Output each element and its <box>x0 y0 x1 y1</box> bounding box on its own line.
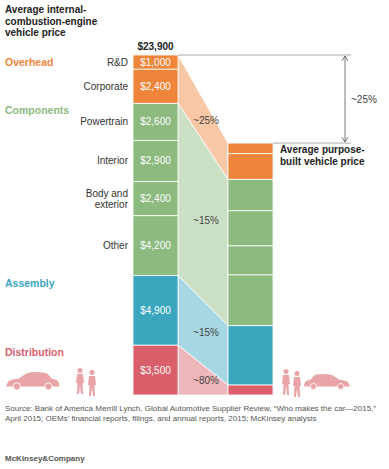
segment-label-line: R&D <box>107 57 128 68</box>
segment-label-line: exterior <box>95 199 129 210</box>
category-label-line: Average purpose- <box>280 144 365 155</box>
segment-label-line: Powertrain <box>80 116 128 127</box>
segment-label-line: Interior <box>97 155 129 166</box>
bar-segment <box>228 154 273 180</box>
segment-label: Corporate <box>84 81 129 92</box>
segment-label: R&D <box>107 57 128 68</box>
bar-segment <box>228 246 273 275</box>
person-body <box>76 374 84 394</box>
chart: $1,000 $2,400 $2,600 $2,900 $2,400 $4,200 $4,9… <box>0 0 389 469</box>
bar-segment <box>228 385 273 395</box>
person-icon <box>76 368 84 394</box>
change-label: ~15% <box>193 215 219 226</box>
bar-segment <box>133 345 178 395</box>
bar-segment <box>133 69 178 103</box>
car-wheel <box>338 383 344 389</box>
source-note: Source: Bank of America Merrill Lynch, G… <box>5 404 376 423</box>
segment-label-line: Corporate <box>84 81 129 92</box>
bar-segment <box>228 326 273 385</box>
person-body <box>293 377 301 397</box>
car-icon <box>6 372 59 390</box>
person-head <box>78 368 83 373</box>
value-label: $2,400 <box>140 193 171 204</box>
total-change-label: ~25% <box>351 94 377 105</box>
person-icon <box>88 370 96 396</box>
person-head <box>295 371 300 376</box>
bar-segment <box>228 179 273 210</box>
bar-segment <box>133 140 178 181</box>
bar-segment <box>133 103 178 140</box>
value-label: $2,900 <box>140 155 171 166</box>
person-body <box>282 375 290 395</box>
category-label: Average internal-combustion-enginevehicl… <box>5 4 98 38</box>
value-label: $1,000 <box>140 57 171 68</box>
person-head <box>90 370 95 375</box>
segment-label-line: Body and <box>86 188 128 199</box>
group-label: Distribution <box>5 346 64 358</box>
bar-segment <box>133 55 178 69</box>
bar-segment <box>133 276 178 346</box>
person-icon <box>282 369 290 395</box>
group-label: Assembly <box>5 277 55 289</box>
segment-label: Other <box>103 240 129 251</box>
arrow-head <box>342 137 348 142</box>
person-head <box>284 369 289 374</box>
source-note-line: Source: Bank of America Merrill Lynch, G… <box>5 404 376 413</box>
reference-line <box>273 143 351 144</box>
bracket-arrow <box>345 56 346 142</box>
person-body <box>88 376 96 396</box>
footer: McKinsey&Company <box>5 454 85 463</box>
category-label-line: combustion-engine <box>5 16 98 27</box>
value-label: $2,400 <box>140 81 171 92</box>
value-label: $4,900 <box>140 305 171 316</box>
total-label: $23,900 <box>137 41 174 52</box>
bar-segment <box>228 211 273 246</box>
group-label: Overhead <box>5 56 53 68</box>
segment-label: Interior <box>97 155 129 166</box>
value-label: $2,600 <box>140 116 171 127</box>
bar-segment <box>228 275 273 326</box>
person-icon <box>293 371 301 397</box>
segment-label-line: Other <box>103 240 129 251</box>
category-label-line: vehicle price <box>5 27 66 38</box>
category-label-line: built vehicle price <box>280 156 365 167</box>
plot-area <box>133 55 273 395</box>
change-label: ~80% <box>193 375 219 386</box>
value-label: $3,500 <box>140 365 171 376</box>
segment-label: Powertrain <box>80 116 128 127</box>
car-wheel <box>13 383 20 390</box>
segment-label: Body andexterior <box>86 188 129 210</box>
bar-segment <box>228 143 273 154</box>
change-label: ~15% <box>193 327 219 338</box>
category-label: Average purpose-built vehicle price <box>280 144 365 167</box>
reference-line <box>178 55 351 56</box>
car-wheel <box>45 383 52 390</box>
bridge-band <box>178 345 228 395</box>
group-label: Components <box>5 104 69 116</box>
bar-segment <box>133 182 178 216</box>
car-wheel <box>310 383 316 389</box>
value-label: $4,200 <box>140 240 171 251</box>
category-label-line: Average internal- <box>5 4 86 15</box>
bar-segment <box>133 216 178 276</box>
car-icon <box>304 374 350 390</box>
change-label: ~25% <box>193 115 219 126</box>
source-note-line: April 2015; OEMs’ financial reports, fil… <box>5 414 316 423</box>
arrow-head <box>342 56 348 61</box>
